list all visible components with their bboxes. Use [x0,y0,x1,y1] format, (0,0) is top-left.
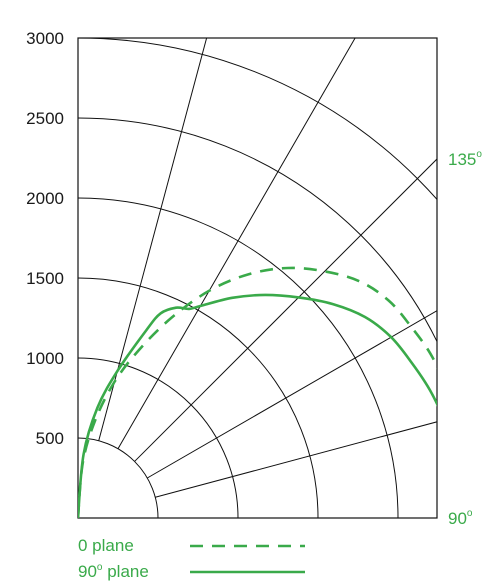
legend-label-90-number: 90 [78,562,97,581]
radial-tick-labels: 500 1000 1500 2000 2500 3000 [26,29,64,448]
legend-degree-symbol: o [97,562,103,573]
radial-tick-label-2500: 2500 [26,109,64,128]
series-line-90-plane [78,293,437,518]
radial-tick-label-1000: 1000 [26,349,64,368]
radial-tick-label-1500: 1500 [26,269,64,288]
radial-tick-label-3000: 3000 [26,29,64,48]
radial-tick-label-500: 500 [36,429,64,448]
series-line-0-plane [78,266,437,518]
angle-tick-label-90: 90o [448,508,473,528]
legend-label-90-suffix: plane [102,562,148,581]
plot-frame [77,37,438,519]
legend: 0 plane 90o plane [78,536,305,581]
legend-label-0-plane: 0 plane [78,536,134,555]
angle-spoke-165 [155,421,437,498]
angle-spoke-105 [98,38,208,441]
radial-gridline-3000 [78,38,437,201]
angle-tick-label-135: 135o [448,149,482,169]
curves [78,266,437,518]
angle-spoke-120 [117,38,356,449]
angle-spoke-150 [147,310,437,479]
angle-spoke-135 [134,158,437,462]
legend-label-90-plane: 90o plane [78,562,149,581]
polar-grid [78,38,437,518]
radial-tick-label-2000: 2000 [26,189,64,208]
radial-gridline-500 [78,437,159,518]
angle-tick-labels: 180o165o150o135o120o105o90o [448,149,482,528]
